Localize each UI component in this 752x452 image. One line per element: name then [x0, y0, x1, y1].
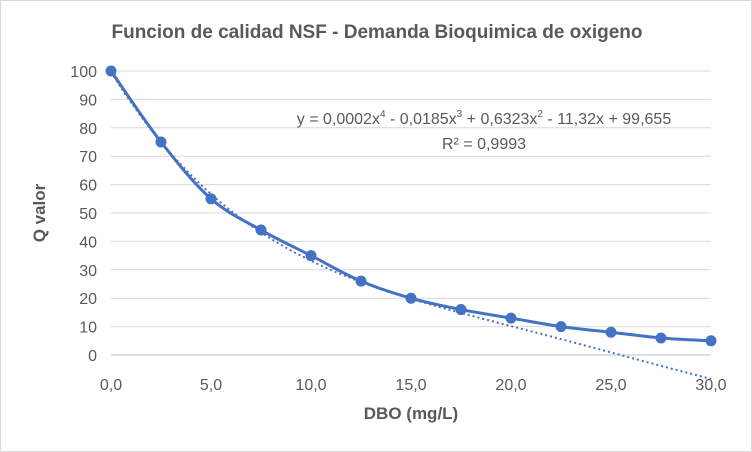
y-tick-label: 40	[79, 234, 97, 251]
data-point	[455, 304, 467, 316]
y-tick-label: 30	[79, 263, 97, 280]
data-point	[105, 65, 117, 77]
y-axis-title: Q valor	[30, 183, 49, 242]
data-point	[255, 224, 267, 236]
y-tick-label: 60	[79, 178, 97, 195]
data-point	[605, 326, 617, 338]
data-point	[355, 275, 367, 287]
y-tick-labels: 0 10 20 30 40 50 60 70 80 90 100	[70, 64, 97, 365]
y-tick-label: 0	[88, 348, 97, 365]
x-tick-label: 0,0	[100, 377, 122, 394]
chart-title: Funcion de calidad NSF - Demanda Bioquim…	[111, 22, 642, 43]
y-tick-label: 20	[79, 291, 97, 308]
x-tick-label: 10,0	[295, 377, 326, 394]
x-tick-label: 30,0	[695, 377, 726, 394]
x-tick-labels: 0,0 5,0 10,0 15,0 20,0 25,0 30,0	[100, 377, 727, 394]
y-tick-label: 10	[79, 320, 97, 337]
x-tick-label: 25,0	[595, 377, 626, 394]
r-squared-label: R² = 0,9993	[442, 136, 526, 153]
x-tick-label: 20,0	[495, 377, 526, 394]
x-tick-label: 15,0	[395, 377, 426, 394]
data-point	[205, 193, 217, 205]
x-tick-label: 5,0	[200, 377, 222, 394]
data-point	[505, 312, 517, 324]
y-tick-label: 80	[79, 121, 97, 138]
data-point	[705, 335, 717, 347]
y-tick-label: 100	[70, 64, 97, 81]
data-point	[155, 136, 167, 148]
x-axis-title: DBO (mg/L)	[364, 404, 458, 423]
series-markers	[105, 65, 717, 347]
data-point	[655, 332, 667, 344]
data-point	[405, 292, 417, 304]
y-tick-label: 50	[79, 206, 97, 223]
trendline-equation: y = 0,0002x4 - 0,0185x3 + 0,6323x2 - 11,…	[297, 109, 672, 128]
y-tick-label: 90	[79, 92, 97, 109]
data-point	[555, 321, 567, 333]
grid	[111, 70, 711, 356]
data-point	[305, 250, 317, 262]
y-tick-label: 70	[79, 149, 97, 166]
